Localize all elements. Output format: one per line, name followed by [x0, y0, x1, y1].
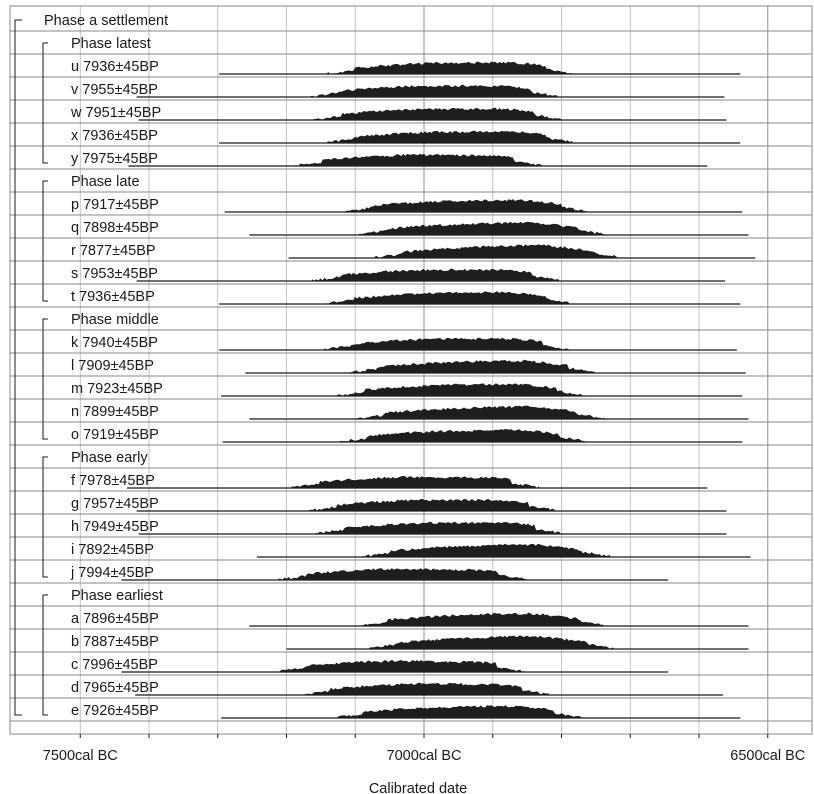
sample-distribution	[374, 244, 623, 258]
sample-label: g 7957±45BP	[71, 496, 159, 512]
sample-label: p 7917±45BP	[71, 197, 159, 213]
sample-label: r 7877±45BP	[71, 243, 156, 259]
sample-distribution	[326, 130, 574, 143]
phase-label: Phase earliest	[71, 588, 163, 604]
sample-distribution	[326, 61, 574, 74]
phase-bracket	[42, 594, 48, 716]
sample-label: w 7951±45BP	[70, 105, 161, 121]
sample-label: h 7949±45BP	[71, 519, 159, 535]
sample-distribution	[341, 199, 590, 212]
sample-distribution	[310, 84, 559, 97]
sample-distribution	[356, 405, 605, 419]
overall-bracket	[14, 19, 22, 716]
sample-label: a 7896±45BP	[71, 611, 159, 627]
phase-label: Phase early	[71, 450, 148, 466]
sample-distribution	[362, 543, 610, 557]
sample-distribution	[302, 682, 550, 695]
sample-label: i 7892±45BP	[71, 542, 154, 558]
sample-label: l 7909±45BP	[71, 358, 154, 374]
sample-label: b 7887±45BP	[71, 634, 159, 650]
sample-distribution	[313, 107, 562, 120]
plot-frame	[9, 5, 813, 735]
sample-label: x 7936±45BP	[71, 128, 158, 144]
x-axis: 7500cal BC 7000cal BC 6500cal BC	[43, 734, 805, 764]
sample-distribution	[312, 268, 560, 281]
sample-label: s 7953±45BP	[71, 266, 158, 282]
x-tick-label: 7500cal BC	[43, 748, 118, 764]
sample-distribution	[366, 635, 615, 649]
sample-distribution	[334, 705, 582, 718]
phase-label: Phase middle	[71, 312, 159, 328]
x-axis-title: Calibrated date	[369, 781, 467, 794]
plot-rows: Phase a settlement Phase latest u 7936±45B…	[44, 13, 756, 719]
plot-border	[9, 5, 813, 735]
phase-bracket	[42, 180, 48, 302]
sample-label: k 7940±45BP	[71, 335, 158, 351]
x-tick-label: 6500cal BC	[730, 748, 805, 764]
sample-label: m 7923±45BP	[71, 381, 163, 397]
sample-distribution	[315, 521, 563, 534]
sample-distribution	[291, 476, 540, 488]
sample-distribution	[294, 153, 542, 166]
sample-label: o 7919±45BP	[71, 427, 159, 443]
sample-distribution	[322, 337, 571, 350]
sample-label: y 7975±45BP	[71, 151, 158, 167]
phase-bracket	[42, 456, 48, 578]
phase-label: Phase latest	[71, 36, 151, 52]
phase-bracket	[42, 42, 48, 164]
sample-distribution	[348, 359, 596, 373]
sample-label: j 7994±45BP	[70, 565, 154, 581]
phase-bracket	[42, 318, 48, 440]
sample-label: e 7926±45BP	[71, 703, 159, 719]
x-tick-label: 7000cal BC	[387, 748, 462, 764]
sample-distribution	[326, 291, 574, 304]
sample-label: q 7898±45BP	[71, 220, 159, 236]
sample-distribution	[308, 498, 557, 511]
sample-label: c 7996±45BP	[71, 657, 158, 673]
sample-label: t 7936±45BP	[71, 289, 155, 305]
overall-phase-label: Phase a settlement	[44, 13, 168, 29]
sample-distribution	[359, 612, 607, 626]
sample-label: v 7955±45BP	[71, 82, 158, 98]
phase-label: Phase late	[71, 174, 140, 190]
sample-distribution	[340, 429, 588, 442]
sample-distribution	[337, 383, 585, 396]
sample-label: u 7936±45BP	[71, 59, 159, 75]
sample-distribution	[357, 221, 606, 235]
sample-label: f 7978±45BP	[71, 473, 155, 489]
sample-label: n 7899±45BP	[71, 404, 159, 420]
sample-label: d 7965±45BP	[71, 680, 159, 696]
sample-distribution	[276, 659, 525, 672]
sample-distribution	[278, 568, 526, 580]
